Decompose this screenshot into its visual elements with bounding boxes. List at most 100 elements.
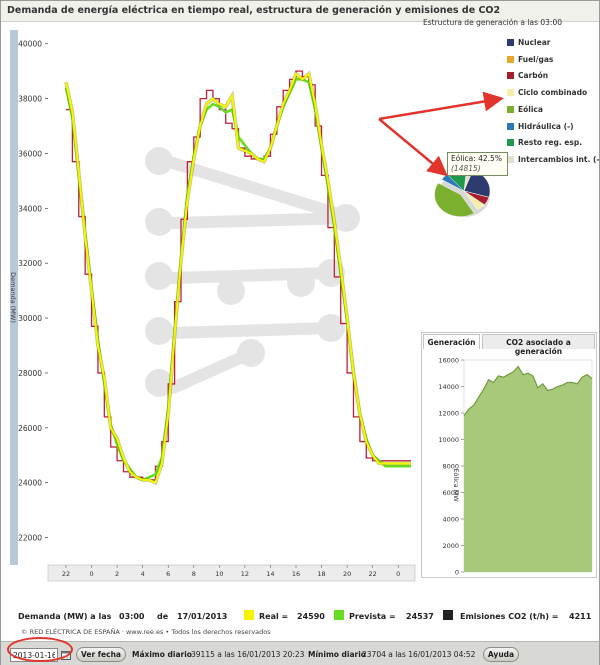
x-tick-label: 16 bbox=[292, 570, 300, 578]
pie-slice[interactable] bbox=[463, 190, 485, 211]
area-y-tick-label: 10000 bbox=[438, 436, 459, 444]
area-y-tick-label: 16000 bbox=[438, 357, 459, 365]
watermark-dot bbox=[145, 208, 173, 236]
series-programada bbox=[66, 70, 411, 481]
x-tick-label: 2 bbox=[115, 570, 119, 578]
area-y-tick-label: 2000 bbox=[442, 542, 459, 550]
real-value: 24590 bbox=[297, 612, 325, 621]
watermark-dot bbox=[317, 314, 345, 342]
y-tick-label: 32000 bbox=[18, 259, 42, 268]
tab-generacion[interactable]: Generación bbox=[423, 334, 480, 349]
y-tick-label: 36000 bbox=[18, 149, 42, 158]
legend-swatch bbox=[507, 55, 514, 63]
area-y-tick-label: 14000 bbox=[438, 383, 459, 391]
legend-swatch bbox=[507, 105, 514, 113]
ree-watermark-logo bbox=[145, 147, 360, 397]
watermark-dot bbox=[317, 259, 345, 287]
watermark-dot bbox=[237, 339, 265, 367]
status-time: 03:00 bbox=[119, 612, 145, 621]
area-y-axis-label: Eólica MW bbox=[452, 468, 460, 502]
legend-label: Nuclear bbox=[518, 38, 551, 47]
legend-swatch bbox=[507, 155, 514, 163]
x-tick-label: 0 bbox=[396, 570, 400, 578]
wind-area-chart: 0 2000 4000 6000 8000 10000 12000 14000 16000 Eól… bbox=[438, 357, 593, 577]
series-real bbox=[64, 71, 411, 485]
generation-pie[interactable] bbox=[429, 151, 519, 231]
watermark-bar bbox=[167, 157, 357, 224]
legend-label: Intercambios int. (-) bbox=[518, 154, 600, 164]
pie-tooltip-value: (14815) bbox=[451, 164, 481, 173]
y-tick-label: 30000 bbox=[18, 314, 42, 323]
generation-pie-svg[interactable] bbox=[429, 151, 519, 231]
x-tick-label: 4 bbox=[141, 570, 145, 578]
y-tick-label: 34000 bbox=[18, 204, 42, 213]
x-tick-label: 10 bbox=[215, 570, 223, 578]
demand-label: Demanda (MW) a las bbox=[18, 612, 112, 621]
title-bar: Demanda de energía eléctrica en tiempo r… bbox=[1, 1, 599, 22]
plot-area bbox=[48, 30, 415, 565]
prevista-swatch bbox=[334, 610, 344, 620]
area-y-tick-label: 12000 bbox=[438, 410, 459, 418]
date-input[interactable] bbox=[10, 648, 58, 662]
prevista-label: Prevista = bbox=[349, 612, 396, 621]
legend-swatch bbox=[507, 89, 514, 97]
x-tick-label: 22 bbox=[62, 570, 70, 578]
generation-structure-title: Estructura de generación a las 03:00 bbox=[423, 18, 562, 27]
x-tick-label: 0 bbox=[89, 570, 93, 578]
watermark-bar bbox=[167, 267, 337, 284]
watermark-bar bbox=[167, 322, 337, 339]
watermark-dot bbox=[145, 317, 173, 345]
watermark-dot bbox=[217, 277, 245, 305]
pie-tooltip-label: Eólica: 42.5% bbox=[451, 154, 502, 163]
status-de-label: de bbox=[157, 612, 169, 621]
legend-label: Resto reg. esp. bbox=[518, 138, 583, 148]
maximo-value: 39115 a las 16/01/2013 20:23 bbox=[191, 650, 305, 659]
watermark-bar bbox=[167, 347, 257, 394]
calendar-icon[interactable] bbox=[61, 650, 71, 660]
y-tick-label: 24000 bbox=[18, 479, 42, 488]
minimo-label: Mínimo diario bbox=[308, 650, 366, 659]
generation-panel: Generación CO2 asociado a generación 0 20… bbox=[421, 332, 597, 578]
x-tick-label: 8 bbox=[192, 570, 196, 578]
legend-label: Carbón bbox=[518, 71, 549, 81]
legend-label: Hidráulica (-) bbox=[518, 121, 574, 131]
pie-slice[interactable] bbox=[434, 182, 475, 217]
legend-swatch bbox=[507, 72, 514, 80]
watermark-bar bbox=[167, 212, 357, 229]
legend-label: Fuel/gas bbox=[518, 54, 554, 64]
status-date: 17/01/2013 bbox=[177, 612, 228, 621]
x-tick-label: 18 bbox=[317, 570, 325, 578]
demand-chart-svg: 2200024000260002800030000320003400036000… bbox=[1, 23, 416, 583]
area-y-tick-label: 0 bbox=[455, 569, 459, 577]
watermark-dot bbox=[287, 269, 315, 297]
wind-area bbox=[464, 366, 592, 572]
watermark-dot bbox=[145, 147, 173, 175]
x-tick-label: 6 bbox=[166, 570, 170, 578]
copyright: © RED ELÉCTRICA DE ESPAÑA · www.ree.es •… bbox=[21, 628, 271, 636]
legend-swatch bbox=[507, 39, 514, 46]
real-label: Real = bbox=[259, 612, 289, 621]
x-tick-label: 20 bbox=[343, 570, 351, 578]
pie-tooltip: Eólica: 42.5% (14815) bbox=[447, 152, 508, 176]
y-tick-label: 28000 bbox=[18, 369, 42, 378]
maximo-label: Máximo diario bbox=[132, 650, 192, 659]
wind-line bbox=[463, 365, 593, 417]
x-tick-label: 14 bbox=[266, 570, 274, 578]
area-y-tick-label: 6000 bbox=[442, 489, 459, 497]
legend-swatch bbox=[507, 139, 514, 147]
legend-swatch bbox=[507, 122, 514, 130]
demand-chart: 22000 24000 26000 28000 30000 32000 34000 36000… bbox=[1, 23, 416, 583]
co2-swatch bbox=[443, 610, 453, 620]
tab-co2[interactable]: CO2 asociado a generación bbox=[482, 334, 595, 356]
page-title: Demanda de energía eléctrica en tiempo r… bbox=[7, 5, 501, 16]
x-tick-label: 22 bbox=[369, 570, 377, 578]
legend-label: Eólica bbox=[518, 104, 543, 114]
x-axis-band bbox=[47, 564, 416, 582]
y-tick-label: 40000 bbox=[18, 40, 42, 49]
ver-fecha-button[interactable]: Ver fecha bbox=[76, 647, 126, 662]
prevista-value: 24537 bbox=[406, 612, 434, 621]
chart-scrollbar-track bbox=[10, 30, 18, 565]
ayuda-button[interactable]: Ayuda bbox=[483, 647, 519, 662]
watermark-dot bbox=[145, 262, 173, 290]
